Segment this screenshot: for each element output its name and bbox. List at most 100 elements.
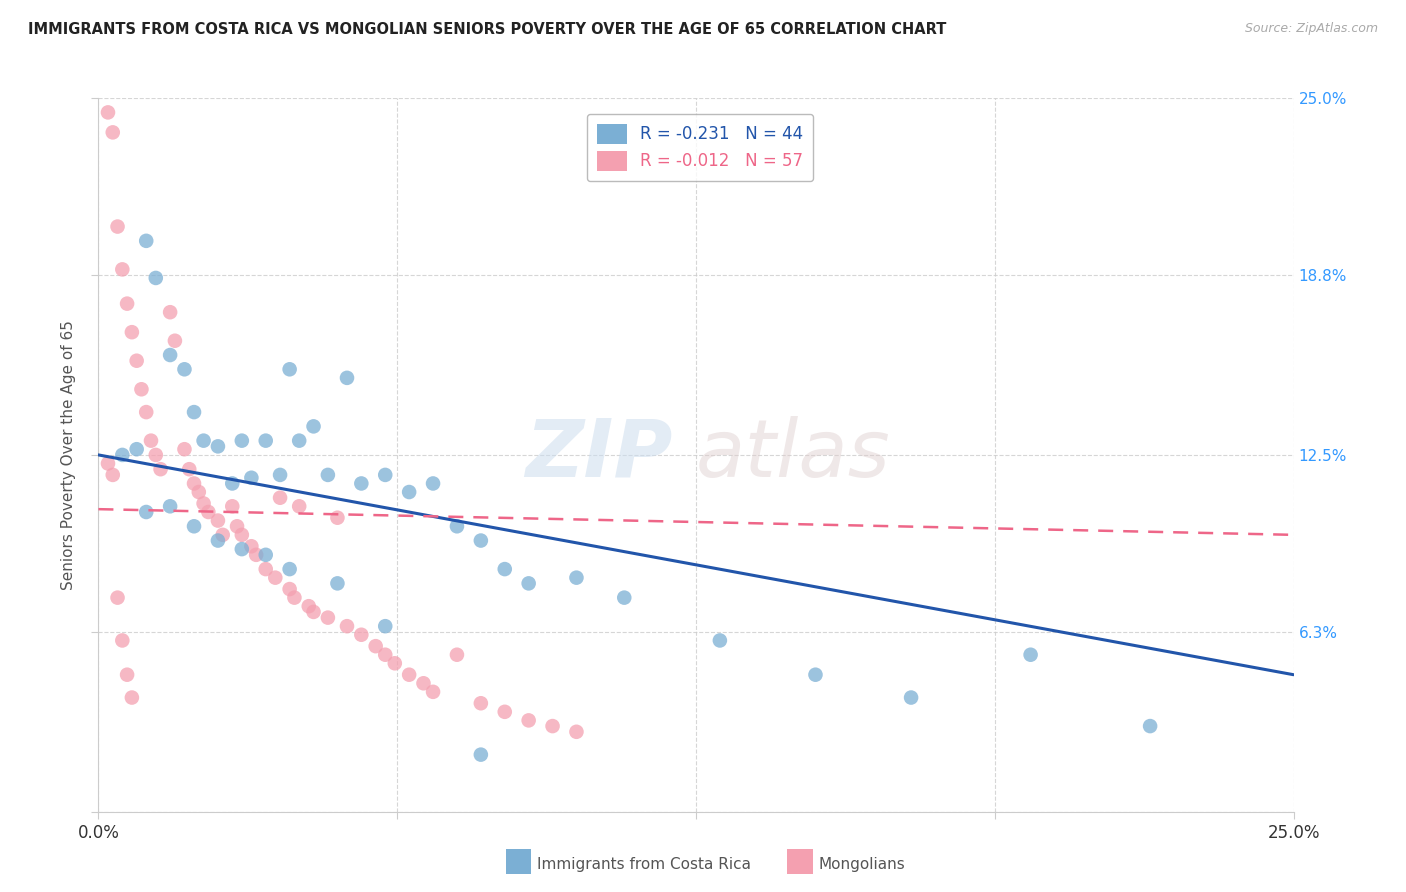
Point (179, 462, 201, 476)
Point (422, 476, 444, 491)
Point (494, 562, 516, 576)
Point (121, 325, 143, 339)
Point (470, 533, 492, 548)
Point (384, 657, 406, 671)
Point (269, 467, 291, 482)
Point (231, 528, 253, 542)
Point (470, 696, 492, 710)
Point (173, 362, 195, 376)
Point (101, 125, 124, 139)
Point (125, 353, 148, 368)
Point (517, 714, 540, 728)
Point (326, 510, 349, 524)
Point (374, 467, 396, 482)
Y-axis label: Seniors Poverty Over the Age of 65: Seniors Poverty Over the Age of 65 (60, 320, 76, 590)
Point (316, 467, 339, 482)
Point (193, 496, 215, 510)
Point (197, 505, 219, 519)
Point (302, 419, 325, 434)
Point (336, 371, 359, 385)
Point (207, 514, 229, 528)
Point (565, 571, 588, 585)
Point (278, 582, 301, 596)
Point (412, 676, 434, 690)
Point (350, 628, 373, 642)
Point (131, 382, 153, 396)
Point (1139, 719, 1161, 733)
Point (107, 591, 129, 605)
Point (565, 724, 588, 739)
Text: IMMIGRANTS FROM COSTA RICA VS MONGOLIAN SENIORS POVERTY OVER THE AGE OF 65 CORRE: IMMIGRANTS FROM COSTA RICA VS MONGOLIAN … (28, 22, 946, 37)
Point (139, 434, 162, 448)
Point (183, 519, 205, 533)
Point (316, 610, 339, 624)
Point (278, 362, 301, 376)
Point (159, 305, 181, 319)
Point (446, 648, 468, 662)
Point (135, 405, 157, 419)
Point (149, 462, 172, 476)
Point (254, 434, 277, 448)
Point (145, 448, 167, 462)
Point (159, 500, 181, 514)
Point (254, 548, 277, 562)
Point (245, 548, 267, 562)
Point (115, 667, 138, 681)
Point (173, 442, 195, 457)
Point (900, 690, 922, 705)
Point (159, 348, 181, 362)
Legend: R = -0.231   N = 44, R = -0.012   N = 57: R = -0.231 N = 44, R = -0.012 N = 57 (586, 113, 813, 181)
Point (283, 591, 305, 605)
Point (240, 539, 263, 553)
Point (125, 442, 148, 457)
Point (398, 485, 420, 500)
Point (221, 500, 243, 514)
Point (111, 448, 134, 462)
Point (163, 334, 186, 348)
Point (398, 667, 420, 681)
Point (298, 599, 321, 614)
Text: ZIP: ZIP (524, 416, 672, 494)
Point (709, 633, 731, 648)
Point (374, 648, 396, 662)
Point (278, 562, 301, 576)
Point (111, 633, 134, 648)
Point (804, 667, 827, 681)
Point (240, 471, 263, 485)
Text: atlas: atlas (696, 416, 891, 494)
Point (115, 296, 138, 310)
Point (613, 591, 636, 605)
Point (302, 605, 325, 619)
Point (541, 719, 564, 733)
Point (211, 528, 233, 542)
Point (97, 457, 120, 471)
Point (183, 476, 205, 491)
Point (494, 705, 516, 719)
Point (470, 747, 492, 762)
Point (207, 439, 229, 453)
Text: Mongolians: Mongolians (818, 857, 905, 871)
Point (183, 405, 205, 419)
Point (193, 434, 215, 448)
Point (207, 533, 229, 548)
Point (121, 690, 143, 705)
Point (326, 576, 349, 591)
Point (231, 542, 253, 557)
Text: Source: ZipAtlas.com: Source: ZipAtlas.com (1244, 22, 1378, 36)
Text: Immigrants from Costa Rica: Immigrants from Costa Rica (537, 857, 751, 871)
Point (135, 505, 157, 519)
Point (226, 519, 249, 533)
Point (288, 434, 311, 448)
Point (422, 685, 444, 699)
Point (221, 476, 243, 491)
Point (135, 234, 157, 248)
Point (111, 262, 134, 277)
Point (374, 619, 396, 633)
Point (517, 576, 540, 591)
Point (145, 271, 167, 285)
Point (336, 619, 359, 633)
Point (1019, 648, 1042, 662)
Point (350, 476, 373, 491)
Point (264, 571, 287, 585)
Point (288, 500, 311, 514)
